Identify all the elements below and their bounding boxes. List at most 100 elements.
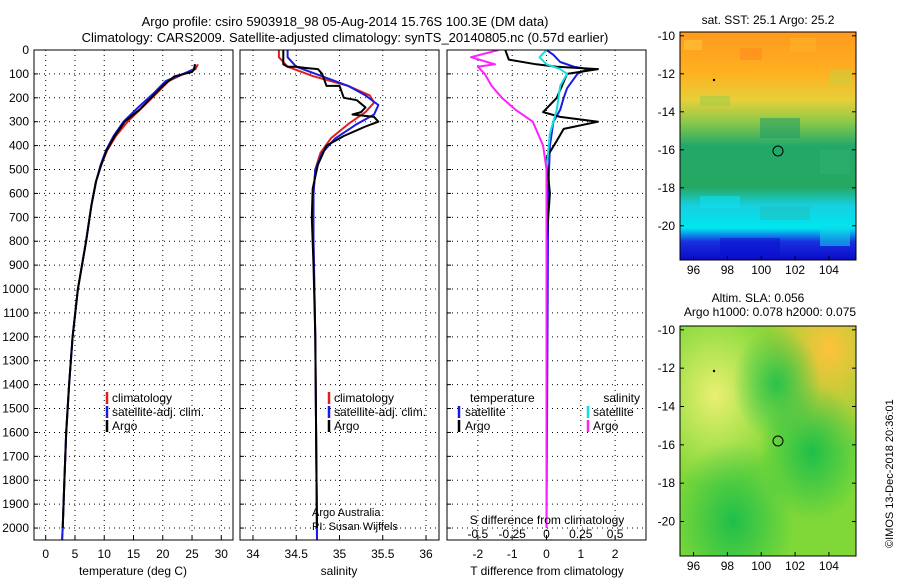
legend-label: satellite <box>465 405 506 419</box>
sla-map-x-ticks: 96 98 100 102 104 <box>687 552 839 573</box>
map-x-tick-label: 96 <box>687 559 701 573</box>
difference-x-ticks: -2 -1 0 1 2 <box>447 49 619 561</box>
map-y-tick-label: -18 <box>658 476 676 490</box>
series-temperature-argo <box>504 50 599 528</box>
depth-tick-label: 800 <box>9 234 29 248</box>
x-tick-label: 30 <box>215 547 229 561</box>
map-y-tick-label: -20 <box>658 219 676 233</box>
x-tick-label: 1 <box>577 547 584 561</box>
series-climatology <box>61 63 199 540</box>
x-tick-label: 2 <box>612 547 619 561</box>
difference-lines <box>470 50 599 529</box>
sla-map-panel: Altim. SLA: 0.056 Argo h1000: 0.078 h200… <box>658 291 857 573</box>
temperature-x-ticks: 0 5 10 15 20 25 30 <box>34 49 229 561</box>
map-x-tick-label: 96 <box>687 263 701 277</box>
x-tick-label: -1 <box>507 547 518 561</box>
s-tick-label: 0.5 <box>607 527 624 541</box>
sst-map-y-ticks: -10 -12 -14 -16 -18 -20 <box>658 29 856 233</box>
sst-map-panel: sat. SST: 25.1 Argo: 25.2 -10-12-14-16-1… <box>658 13 857 277</box>
depth-tick-label: 400 <box>9 139 29 153</box>
series-salinity-argo <box>470 50 548 528</box>
temperature-panel: 0100200300400500600700800900100011001200… <box>2 43 234 578</box>
salinity-panel: 34 34.5 35 35.5 36 salinity climatologysatel… <box>239 49 440 578</box>
series-salinity-satellite <box>538 50 569 528</box>
imos-watermark: ©IMOS 13-Dec-2018 20:36:01 <box>884 399 896 548</box>
x-tick-label: 25 <box>185 547 199 561</box>
depth-tick-labels: 0 100 200 300 400 500 600 700 800 900 1000 1100 1200… <box>2 43 29 535</box>
sla-map-title-line2: Argo h1000: 0.078 h2000: 0.075 <box>684 305 856 319</box>
s-tick-label: -0.25 <box>499 527 527 541</box>
sst-argo-marker <box>772 145 784 157</box>
s-tick-label: 0.25 <box>569 527 593 541</box>
depth-tick-label: 900 <box>9 258 29 272</box>
legend-label: climatology <box>334 391 394 405</box>
map-x-tick-label: 102 <box>785 559 805 573</box>
s-axis-title: S difference from climatology <box>470 513 625 527</box>
map-y-tick-label: -18 <box>658 181 676 195</box>
legend-label: satellite-adj. clim. <box>334 405 426 419</box>
sla-minor-marker <box>712 369 716 373</box>
depth-tick-label: 700 <box>9 210 29 224</box>
depth-tick-label: 1000 <box>2 282 29 296</box>
series-temperature-satellite <box>545 50 589 529</box>
figure-title-line2: Climatology: CARS2009. Satellite-adjuste… <box>82 30 609 45</box>
series-satellite-adj-clim- <box>286 50 380 540</box>
depth-tick-label: 500 <box>9 163 29 177</box>
sla-map-title-line1: Altim. SLA: 0.056 <box>712 291 805 305</box>
x-tick-label: 35 <box>333 547 347 561</box>
depth-tick-label: 1600 <box>2 425 29 439</box>
sla-layer-e <box>680 326 856 556</box>
sst-map-field <box>680 32 856 260</box>
x-tick-label: 34 <box>246 547 260 561</box>
depth-tick-label: 1200 <box>2 330 29 344</box>
x-tick-label: 15 <box>127 547 141 561</box>
map-x-tick-label: 100 <box>751 263 771 277</box>
x-tick-label: 20 <box>156 547 170 561</box>
s-tick-label: -0.5 <box>468 527 489 541</box>
temperature-grid <box>34 49 233 540</box>
map-y-tick-label: -20 <box>658 515 676 529</box>
credit-line2: PI: Susan Wijffels <box>312 521 398 533</box>
difference-xlabel: T difference from climatology <box>470 564 624 578</box>
s-axis-tick-labels: -0.5 -0.25 0 0.25 0.5 <box>468 527 624 541</box>
legend-label: Argo <box>334 419 360 433</box>
salinity-xlabel: salinity <box>321 564 358 578</box>
x-tick-label: 35.5 <box>371 547 395 561</box>
depth-tick-label: 1500 <box>2 402 29 416</box>
legend-label: Argo <box>593 419 619 433</box>
map-x-tick-label: 102 <box>785 263 805 277</box>
series-satellite-adj-clim- <box>61 64 196 540</box>
x-tick-label: 5 <box>72 547 79 561</box>
depth-tick-label: 1800 <box>2 473 29 487</box>
sst-minor-marker <box>712 78 716 82</box>
map-x-tick-label: 98 <box>721 263 735 277</box>
map-y-tick-label: -10 <box>658 29 676 43</box>
depth-tick-label: 200 <box>9 91 29 105</box>
depth-tick-label: 0 <box>22 43 29 57</box>
depth-tick-label: 1700 <box>2 449 29 463</box>
sst-map-x-ticks: 96 98 100 102 104 <box>687 256 839 277</box>
legend-label: satellite <box>593 405 634 419</box>
depth-tick-label: 2000 <box>2 521 29 535</box>
legend-label: climatology <box>112 391 172 405</box>
series-argo <box>61 64 196 529</box>
sla-map-frame <box>679 325 857 557</box>
x-tick-label: 36 <box>419 547 433 561</box>
depth-tick-label: 1400 <box>2 378 29 392</box>
salinity-x-ticks: 34 34.5 35 35.5 36 <box>240 49 433 561</box>
sst-map-texture <box>684 38 852 256</box>
x-tick-label: -2 <box>473 547 484 561</box>
map-x-tick-label: 100 <box>751 559 771 573</box>
sst-map-title: sat. SST: 25.1 Argo: 25.2 <box>702 13 835 27</box>
legend-label: satellite-adj. clim. <box>112 405 204 419</box>
salinity-lines <box>277 50 380 540</box>
depth-tick-label: 300 <box>9 115 29 129</box>
map-x-tick-label: 104 <box>819 559 839 573</box>
salinity-grid <box>240 49 439 540</box>
map-x-tick-label: 104 <box>819 263 839 277</box>
depth-tick-label: 1100 <box>3 306 29 320</box>
credit-line1: Argo Australia <box>312 507 381 519</box>
temperature-lines <box>61 63 199 540</box>
